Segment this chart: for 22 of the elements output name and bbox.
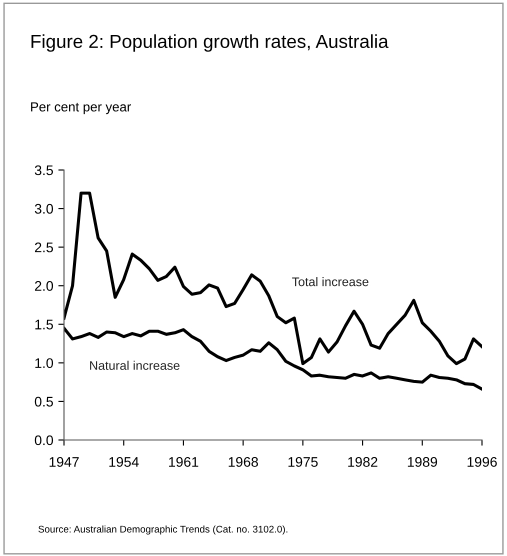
y-tick-label: 3.5 bbox=[34, 165, 54, 176]
y-tick-label: 2.5 bbox=[34, 242, 54, 252]
line-series bbox=[64, 326, 482, 391]
x-tick-label: 1975 bbox=[288, 457, 318, 467]
y-tick-label: 1.0 bbox=[35, 358, 54, 368]
x-tick-label: 1996 bbox=[468, 457, 497, 467]
y-tick-label: 2.0 bbox=[34, 281, 54, 291]
y-tick-label: 0.0 bbox=[34, 435, 54, 446]
y-tick-label: 1.5 bbox=[35, 320, 54, 330]
text: Total increase bbox=[292, 277, 368, 286]
x-tick-label: 1954 bbox=[109, 457, 139, 467]
x-tick-label: 1989 bbox=[408, 457, 438, 467]
series-label: Natural increase bbox=[90, 360, 180, 370]
y-tick-label: 0.5 bbox=[34, 396, 54, 407]
x-tick-label: 1968 bbox=[228, 457, 258, 467]
x-tick-label: 1961 bbox=[169, 457, 198, 467]
x-tick-label: 1982 bbox=[348, 457, 378, 467]
source-note: Source: Australian Demographic Trends (Cat. no. 3102.0). bbox=[38, 525, 288, 535]
x-tick-label: 1947 bbox=[50, 457, 79, 467]
y-axis-title: Per cent per year bbox=[31, 102, 131, 114]
y-tick-label: 3.0 bbox=[34, 204, 54, 214]
chart-title: Figure 2: Population growth rates, Australia bbox=[32, 34, 389, 52]
